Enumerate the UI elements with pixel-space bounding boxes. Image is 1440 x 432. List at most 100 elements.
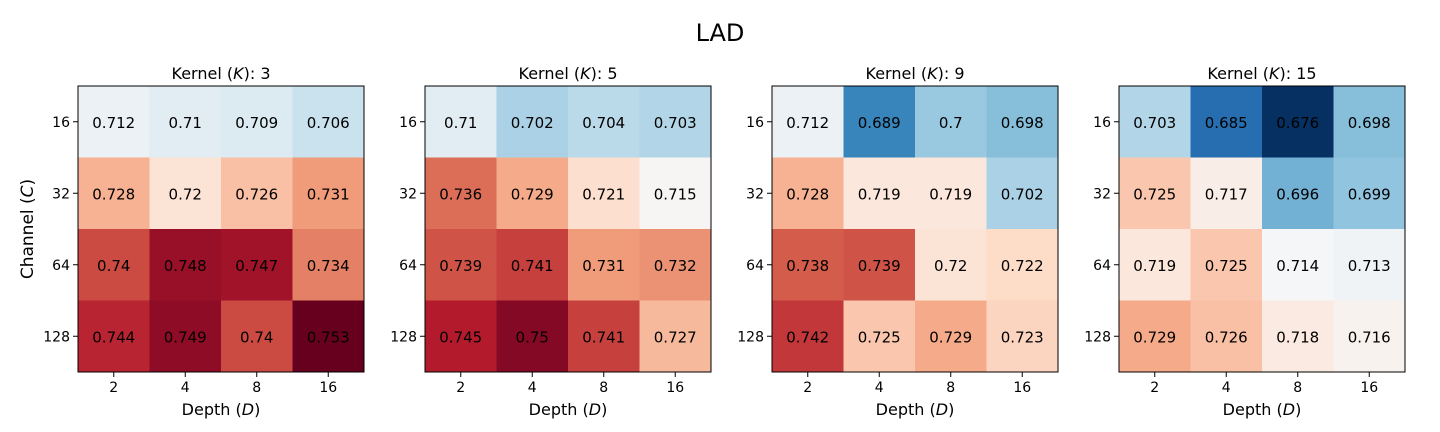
- x-axis-label: Depth (D): [1223, 400, 1302, 419]
- heatmap-cell: [915, 157, 987, 230]
- y-tick-label: 64: [399, 258, 417, 274]
- y-tick-label: 32: [399, 186, 417, 202]
- cell-value-label: 0.729: [929, 328, 972, 346]
- y-tick-label: 64: [1093, 258, 1111, 274]
- x-tick-label: 4: [528, 380, 537, 396]
- panel-title-prefix: Kernel (: [1207, 64, 1269, 83]
- panel-title-suffix: ): 9: [938, 64, 965, 83]
- heatmap-cell: [1262, 157, 1334, 230]
- x-axis-label: Depth (D): [876, 400, 955, 419]
- cell-value-label: 0.685: [1205, 114, 1248, 132]
- panel-title: Kernel (K): 15: [1207, 64, 1316, 83]
- cell-value-label: 0.749: [164, 328, 207, 346]
- cell-value-label: 0.732: [654, 257, 697, 275]
- y-axis-label-variable: C: [18, 185, 38, 197]
- heatmap-cell: [496, 86, 569, 158]
- heatmap-cell: [1333, 300, 1406, 373]
- heatmap-cell: [292, 300, 365, 373]
- x-axis-label-suffix: ): [1295, 400, 1301, 419]
- cell-value-label: 0.719: [1133, 257, 1176, 275]
- heatmap-cell: [78, 300, 150, 373]
- heatmap-cell: [568, 157, 640, 230]
- heatmap-cell: [843, 157, 916, 230]
- heatmap-cell: [78, 157, 150, 230]
- y-tick-label: 64: [746, 258, 764, 274]
- x-axis-label-prefix: Depth (: [876, 400, 936, 419]
- cell-value-label: 0.744: [92, 328, 135, 346]
- cell-value-label: 0.715: [654, 185, 697, 203]
- x-tick-label: 16: [1360, 380, 1378, 396]
- heatmap-cell: [843, 86, 916, 158]
- heatmap-cell: [1190, 229, 1263, 301]
- cell-value-label: 0.739: [858, 257, 901, 275]
- heatmap-cell: [496, 300, 569, 373]
- heatmap-cell: [1190, 86, 1263, 158]
- heatmap-panel: 0.71 0.702 0.704 0.703 0.736 0.729 0.721 0.715 0…: [390, 64, 712, 419]
- heatmap-cell: [772, 300, 844, 373]
- cell-value-label: 0.725: [1205, 257, 1248, 275]
- y-axis-label: Channel (C): [18, 179, 38, 279]
- panel-title: Kernel (K): 9: [866, 64, 965, 83]
- cell-value-label: 0.712: [92, 114, 135, 132]
- heatmap-cell: [425, 229, 497, 301]
- x-tick-label: 2: [1150, 380, 1159, 396]
- panel-title-suffix: ): 3: [244, 64, 271, 83]
- x-axis-label-prefix: Depth (: [1223, 400, 1283, 419]
- heatmap-cell: [149, 86, 222, 158]
- cell-value-label: 0.718: [1276, 328, 1319, 346]
- y-tick-label: 32: [52, 186, 70, 202]
- panel-title: Kernel (K): 3: [172, 64, 271, 83]
- cell-value-label: 0.704: [582, 114, 625, 132]
- cell-value-label: 0.719: [929, 185, 972, 203]
- x-axis-label: Depth (D): [182, 400, 261, 419]
- cell-value-label: 0.71: [444, 114, 477, 132]
- cell-value-label: 0.729: [511, 185, 554, 203]
- cell-value-label: 0.741: [582, 328, 625, 346]
- y-axis-label-suffix: ): [18, 179, 38, 186]
- heatmap-cell: [221, 157, 293, 230]
- heatmap-cell: [568, 300, 640, 373]
- y-tick-label: 128: [43, 329, 70, 345]
- x-axis-label-prefix: Depth (: [529, 400, 589, 419]
- cell-value-label: 0.742: [786, 328, 829, 346]
- cell-value-label: 0.723: [1001, 328, 1044, 346]
- cell-value-label: 0.726: [235, 185, 278, 203]
- y-tick-label: 16: [746, 115, 764, 131]
- heatmap-cell: [425, 157, 497, 230]
- panel-title: Kernel (K): 5: [519, 64, 618, 83]
- heatmap-cell: [221, 86, 293, 158]
- cell-value-label: 0.729: [1133, 328, 1176, 346]
- x-tick-label: 16: [319, 380, 337, 396]
- heatmap-cell: [986, 300, 1059, 373]
- cell-value-label: 0.727: [654, 328, 697, 346]
- cell-value-label: 0.706: [307, 114, 350, 132]
- axes-frame: [77, 85, 365, 373]
- heatmap-cell: [1190, 157, 1263, 230]
- cell-value-label: 0.719: [858, 185, 901, 203]
- cell-value-label: 0.722: [1001, 257, 1044, 275]
- cell-value-label: 0.747: [235, 257, 278, 275]
- y-tick-label: 16: [399, 115, 417, 131]
- x-tick-label: 8: [599, 380, 608, 396]
- heatmap-cell: [1119, 86, 1191, 158]
- cell-value-label: 0.709: [235, 114, 278, 132]
- panel-title-prefix: Kernel (: [172, 64, 234, 83]
- heatmap-cell: [639, 300, 712, 373]
- cell-value-label: 0.738: [786, 257, 829, 275]
- cell-value-label: 0.748: [164, 257, 207, 275]
- cell-value-label: 0.703: [1133, 114, 1176, 132]
- heatmap-cell: [568, 229, 640, 301]
- cell-value-label: 0.74: [240, 328, 273, 346]
- x-tick-label: 16: [1013, 380, 1031, 396]
- figure-title: LAD: [696, 19, 745, 47]
- axes-frame: [424, 85, 712, 373]
- cell-value-label: 0.753: [307, 328, 350, 346]
- heatmap-cell: [292, 157, 365, 230]
- x-axis-label-suffix: ): [948, 400, 954, 419]
- heatmap-cell: [425, 300, 497, 373]
- heatmap-cell: [149, 229, 222, 301]
- heatmap-cell: [1119, 300, 1191, 373]
- cell-value-label: 0.728: [786, 185, 829, 203]
- panel-title-variable: K: [580, 64, 592, 83]
